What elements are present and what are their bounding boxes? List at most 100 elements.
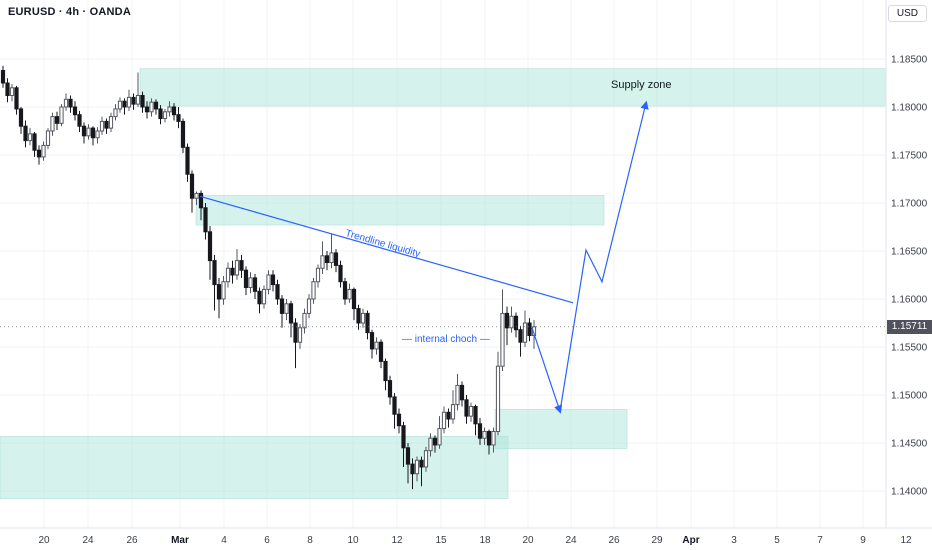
time-tick-label[interactable]: Mar: [171, 535, 189, 546]
candle-up[interactable]: [491, 430, 496, 446]
candle-down[interactable]: [504, 312, 510, 329]
time-tick-label[interactable]: 12: [391, 535, 403, 546]
candle-down[interactable]: [275, 284, 280, 300]
candle-up[interactable]: [135, 94, 141, 105]
candle-down[interactable]: [0, 70, 6, 84]
candle-down[interactable]: [324, 255, 330, 264]
candle-down[interactable]: [180, 120, 186, 148]
candle-down[interactable]: [185, 146, 190, 175]
candle-up[interactable]: [315, 267, 321, 283]
candle-up[interactable]: [360, 312, 366, 324]
candle-down[interactable]: [257, 290, 262, 305]
price-tick-label[interactable]: 1.14500: [891, 439, 928, 450]
candle-down[interactable]: [333, 252, 339, 266]
time-tick-label[interactable]: 8: [307, 535, 313, 546]
candle-up[interactable]: [162, 111, 168, 120]
candle-up[interactable]: [374, 341, 379, 350]
candle-down[interactable]: [270, 274, 276, 286]
candle-down[interactable]: [144, 106, 150, 113]
candle-down[interactable]: [288, 303, 294, 324]
candle-down[interactable]: [342, 281, 348, 300]
time-tick-label[interactable]: 9: [860, 535, 866, 546]
time-tick-label[interactable]: 12: [900, 535, 912, 546]
price-tick-label[interactable]: 1.17500: [891, 151, 928, 162]
candle-up[interactable]: [441, 411, 447, 430]
price-tick-label[interactable]: 1.16000: [891, 295, 928, 306]
candle-down[interactable]: [104, 120, 109, 129]
candle-up[interactable]: [149, 101, 154, 113]
candle-down[interactable]: [356, 308, 361, 324]
candle-down[interactable]: [387, 380, 393, 398]
candle-up[interactable]: [59, 106, 64, 124]
candle-down[interactable]: [23, 125, 28, 142]
candle-down[interactable]: [338, 264, 343, 283]
candle-up[interactable]: [468, 406, 474, 417]
candle-down[interactable]: [81, 125, 87, 137]
candle-down[interactable]: [486, 430, 492, 446]
candle-up[interactable]: [261, 288, 267, 305]
candle-down[interactable]: [293, 322, 298, 343]
candle-up[interactable]: [329, 252, 334, 264]
candle-down[interactable]: [239, 260, 244, 271]
candle-up[interactable]: [117, 100, 123, 110]
candle-up[interactable]: [27, 133, 33, 142]
candle-up[interactable]: [45, 130, 51, 146]
price-tick-label[interactable]: 1.14000: [891, 487, 928, 498]
candle-down[interactable]: [153, 101, 159, 110]
candle-up[interactable]: [41, 144, 46, 158]
time-tick-label[interactable]: 15: [435, 535, 447, 546]
candle-down[interactable]: [72, 106, 78, 116]
candle-down[interactable]: [513, 315, 519, 331]
demand-zone-right[interactable]: [494, 409, 628, 450]
time-tick-label[interactable]: 24: [82, 535, 94, 546]
price-tick-label[interactable]: 1.18500: [891, 55, 928, 66]
price-tick-label[interactable]: 1.18000: [891, 103, 928, 114]
candle-up[interactable]: [347, 288, 352, 300]
candle-up[interactable]: [167, 106, 172, 113]
price-tick-label[interactable]: 1.16500: [891, 247, 928, 258]
candle-up[interactable]: [414, 459, 420, 475]
candle-down[interactable]: [54, 116, 60, 124]
trendline-liquidity[interactable]: [199, 195, 574, 304]
candle-up[interactable]: [500, 312, 505, 367]
candle-down[interactable]: [396, 413, 402, 427]
candle-up[interactable]: [297, 327, 303, 343]
candle-down[interactable]: [189, 173, 195, 199]
candle-up[interactable]: [495, 365, 501, 432]
candle-up[interactable]: [455, 384, 460, 406]
candle-up[interactable]: [248, 277, 253, 288]
candle-down[interactable]: [77, 114, 82, 127]
time-tick-label[interactable]: 4: [221, 535, 227, 546]
candle-down[interactable]: [401, 425, 406, 449]
candle-down[interactable]: [351, 288, 357, 310]
candle-up[interactable]: [522, 322, 528, 343]
price-tick-label[interactable]: 1.15500: [891, 343, 928, 354]
time-tick-label[interactable]: Apr: [682, 535, 699, 546]
candle-down[interactable]: [131, 96, 136, 105]
time-tick-label[interactable]: 20: [522, 535, 534, 546]
candle-up[interactable]: [99, 120, 105, 132]
candle-up[interactable]: [423, 450, 429, 468]
candle-up[interactable]: [437, 428, 442, 446]
candle-down[interactable]: [36, 149, 42, 158]
candle-down[interactable]: [369, 332, 375, 350]
candle-down[interactable]: [68, 98, 73, 108]
time-tick-label[interactable]: 7: [817, 535, 823, 546]
candle-down[interactable]: [477, 423, 483, 439]
candle-down[interactable]: [158, 108, 163, 120]
candle-up[interactable]: [302, 312, 307, 329]
candle-down[interactable]: [198, 192, 204, 209]
candle-down[interactable]: [365, 312, 370, 334]
candle-down[interactable]: [419, 459, 424, 468]
candle-down[interactable]: [90, 127, 96, 139]
candle-down[interactable]: [122, 100, 127, 108]
projection-arrow-down[interactable]: [531, 327, 563, 414]
time-tick-label[interactable]: 5: [774, 535, 780, 546]
candle-down[interactable]: [203, 207, 208, 233]
candle-down[interactable]: [473, 406, 478, 425]
time-tick-label[interactable]: 29: [651, 535, 663, 546]
candle-down[interactable]: [527, 322, 532, 336]
candle-down[interactable]: [176, 114, 181, 122]
candle-down[interactable]: [18, 108, 24, 127]
